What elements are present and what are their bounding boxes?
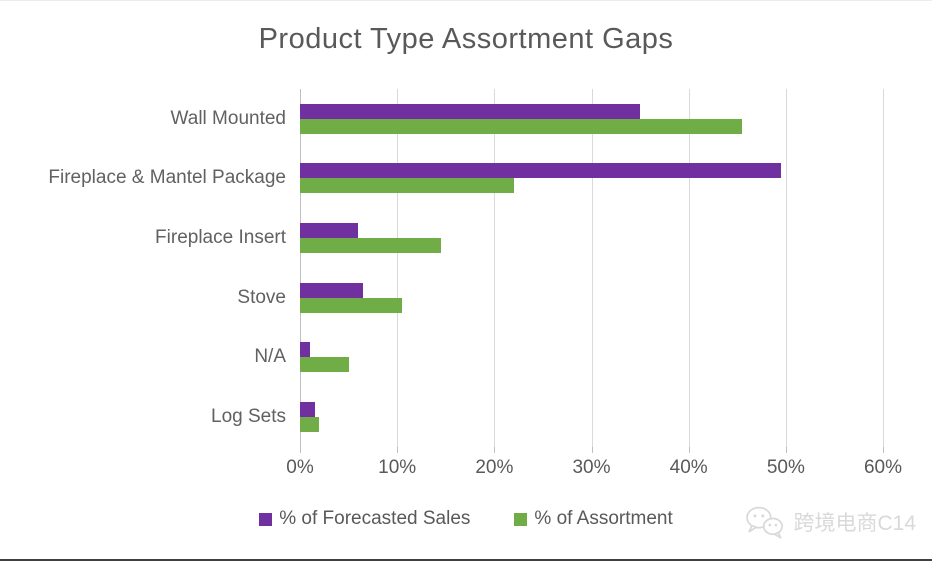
legend-swatch — [259, 512, 273, 526]
watermark: 跨境电商C14 — [744, 504, 916, 540]
y-category-label: Log Sets — [211, 406, 286, 428]
x-tick-label: 60% — [863, 457, 903, 478]
watermark-text: 跨境电商C14 — [793, 512, 916, 535]
x-tick-label: 20% — [475, 457, 514, 478]
gridline — [883, 89, 884, 447]
bar-forecasted-sales — [300, 103, 641, 119]
plot-area — [300, 89, 884, 447]
category-band — [300, 387, 883, 447]
bar-assortment — [300, 357, 349, 373]
axis-tick — [785, 447, 787, 453]
y-axis-line — [300, 89, 301, 447]
y-category-label: N/A — [254, 346, 286, 368]
y-category-label: Wall Mounted — [170, 107, 286, 129]
image-bottom-border — [0, 559, 932, 561]
axis-tick — [883, 447, 884, 453]
wechat-icon — [746, 506, 784, 539]
x-tick-label: 0% — [286, 457, 314, 478]
category-band — [300, 208, 883, 268]
gridline — [591, 89, 593, 447]
gridline — [397, 89, 399, 447]
category-band — [300, 268, 883, 328]
legend: % of Forecasted Sales % of Assortment — [0, 508, 932, 530]
gridline — [785, 89, 787, 447]
category-band — [300, 328, 883, 388]
x-tick-label: 40% — [669, 457, 708, 478]
bar-assortment — [300, 118, 743, 134]
bar-forecasted-sales — [300, 342, 310, 358]
category-band — [300, 149, 883, 209]
y-category-label: Stove — [237, 286, 286, 308]
x-tick-label: 10% — [378, 457, 417, 478]
bar-forecasted-sales — [300, 163, 781, 179]
axis-tick — [300, 447, 301, 453]
axis-tick — [397, 447, 399, 453]
category-band — [300, 89, 883, 149]
bar-forecasted-sales — [300, 282, 364, 298]
x-tick-label: 50% — [766, 457, 805, 478]
axis-tick — [688, 447, 690, 453]
bar-assortment — [300, 178, 514, 194]
gridline — [494, 89, 496, 447]
gridline — [688, 89, 690, 447]
chart-title: Product Type Assortment Gaps — [258, 23, 674, 55]
legend-item-forecasted-sales: % of Forecasted Sales — [259, 508, 470, 530]
legend-item-assortment: % of Assortment — [514, 508, 673, 530]
bar-assortment — [300, 297, 403, 313]
legend-label: % of Assortment — [534, 508, 673, 529]
bar-assortment — [300, 417, 320, 433]
legend-label: % of Forecasted Sales — [279, 508, 471, 529]
y-category-label: Fireplace & Mantel Package — [48, 167, 286, 189]
x-tick-label: 30% — [572, 457, 611, 478]
axis-tick — [591, 447, 593, 453]
axis-tick — [494, 447, 496, 453]
bar-assortment — [300, 238, 441, 254]
bar-forecasted-sales — [300, 402, 315, 418]
y-category-label: Fireplace Insert — [155, 227, 286, 249]
bar-forecasted-sales — [300, 223, 359, 239]
legend-swatch — [514, 512, 528, 526]
